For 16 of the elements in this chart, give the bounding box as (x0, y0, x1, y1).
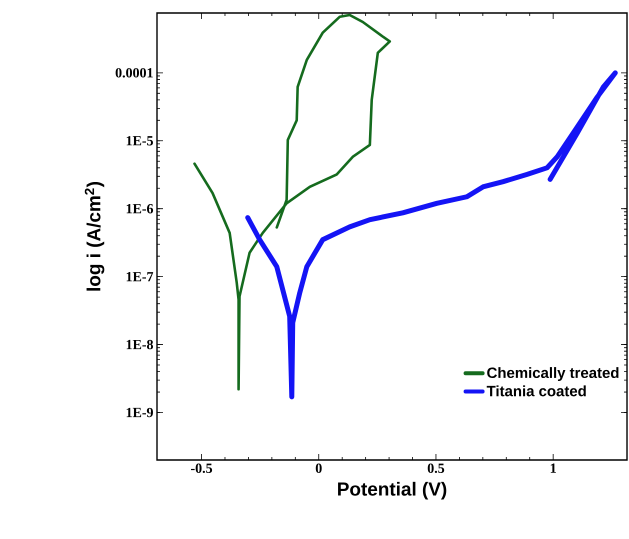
y-axis-title: log i (A/cm$^{2}$) (84, 182, 104, 291)
legend-label: Titania coated (486, 385, 586, 396)
x-tick-label: 1 (550, 464, 556, 473)
y-tick-label: 1E-6 (126, 204, 154, 214)
y-tick-label: 1E-7 (126, 272, 154, 282)
x-tick-label: -0.5 (191, 464, 212, 474)
legend-label: Chemically treated (487, 367, 618, 382)
y-tick-label: 1E-9 (126, 408, 153, 418)
y-tick-label: 0.0001 (116, 68, 153, 78)
y-tick-label: 1E-5 (126, 136, 153, 146)
y-tick-label: 1E-8 (126, 340, 154, 350)
x-axis-title: Potential (V) (338, 482, 446, 500)
line-series (193, 14, 392, 391)
line-series (245, 70, 618, 400)
x-tick-label: 0 (316, 464, 322, 473)
x-tick-label: 0.5 (428, 464, 444, 474)
